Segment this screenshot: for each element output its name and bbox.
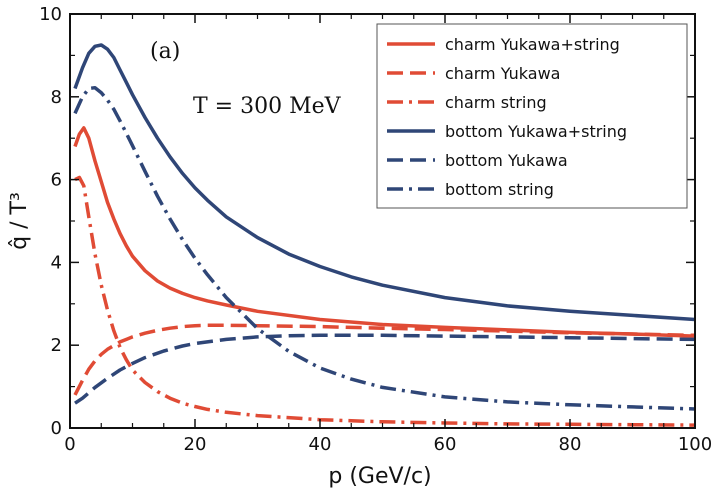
y-tick-label: 10 bbox=[39, 4, 62, 25]
legend-label: charm Yukawa+string bbox=[445, 35, 620, 54]
series-line-bottom-yukawa bbox=[74, 333, 695, 405]
panel-label: (a) bbox=[150, 39, 180, 64]
y-tick-label: 2 bbox=[51, 335, 62, 356]
legend-box bbox=[376, 23, 688, 209]
y-tick-label: 8 bbox=[51, 87, 62, 108]
ticks-layer: 0 20 40 60 80 100 0 2 4 6 8 10 bbox=[39, 4, 712, 455]
series-line-bottom-yukawa-string bbox=[73, 43, 695, 322]
legend-label: charm Yukawa bbox=[445, 64, 560, 83]
x-tick-label: 100 bbox=[678, 434, 712, 455]
x-tick-label: 40 bbox=[309, 434, 332, 455]
legend-label: bottom string bbox=[445, 180, 554, 199]
series-layer bbox=[73, 43, 695, 427]
temperature-annotation: T = 300 MeV bbox=[193, 94, 342, 119]
y-tick-label: 0 bbox=[51, 418, 62, 439]
series-line-charm-yukawa-string bbox=[73, 126, 695, 338]
x-tick-label: 20 bbox=[184, 434, 207, 455]
legend-label: charm string bbox=[445, 93, 547, 112]
x-axis-title: p (GeV/c) bbox=[328, 464, 431, 489]
series-line-bottom-string bbox=[73, 85, 695, 411]
y-tick-label: 4 bbox=[51, 252, 62, 273]
y-axis-title: q̂ / T³ bbox=[7, 192, 32, 250]
x-tick-label: 80 bbox=[559, 434, 582, 455]
legend-label: bottom Yukawa bbox=[445, 151, 568, 170]
x-tick-label: 0 bbox=[64, 434, 75, 455]
y-tick-label: 6 bbox=[51, 170, 62, 191]
legend-label: bottom Yukawa+string bbox=[445, 122, 627, 141]
series-line-charm-yukawa bbox=[73, 323, 695, 396]
x-tick-label: 60 bbox=[434, 434, 457, 455]
series-line-charm-string bbox=[74, 175, 695, 427]
legend: charm Yukawa+string charm Yukawa charm str… bbox=[376, 23, 688, 209]
